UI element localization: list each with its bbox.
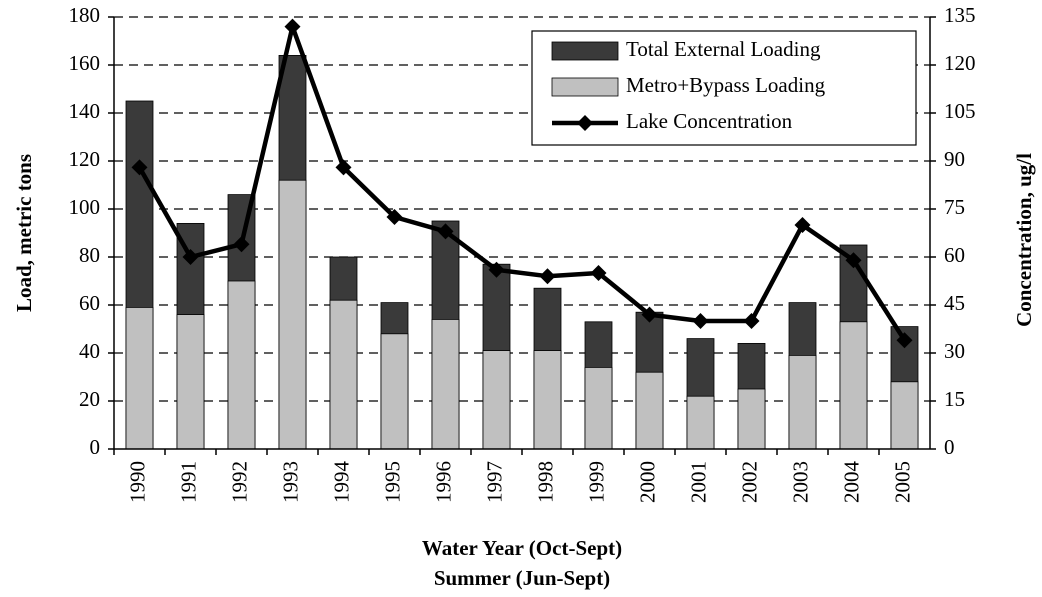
x-tick-label: 2000 <box>635 461 659 503</box>
x-tick-label: 1993 <box>278 461 302 503</box>
point <box>539 268 556 285</box>
y-tick-label: 0 <box>90 435 101 459</box>
x-tick-label: 1999 <box>584 461 608 503</box>
y-tick-label: 60 <box>79 291 100 315</box>
point <box>743 313 760 329</box>
bar <box>584 366 613 450</box>
y-tick-label: 120 <box>69 147 101 171</box>
point <box>641 306 658 323</box>
y2-tick-label: 75 <box>944 195 965 219</box>
x-tick-label: 1995 <box>380 461 404 503</box>
y-tick-label: 80 <box>79 243 100 267</box>
bar <box>176 314 205 450</box>
point <box>386 209 403 225</box>
bar <box>635 371 664 450</box>
legend-label: Lake Concentration <box>626 109 793 133</box>
x-tick-label: 2005 <box>890 461 914 503</box>
x-tick-label: 2001 <box>686 461 710 503</box>
bar <box>482 350 511 450</box>
point <box>335 159 352 176</box>
x-tick-label: 1991 <box>176 461 200 503</box>
x-tick-label: 2002 <box>737 461 761 503</box>
y2-tick-label: 45 <box>944 291 965 315</box>
legend-label: Metro+Bypass Loading <box>626 73 826 97</box>
y2-tick-label: 105 <box>944 99 976 123</box>
y2-tick-label: 90 <box>944 147 965 171</box>
bar <box>686 395 715 450</box>
x-axis-title: Summer (Jun-Sept) <box>434 566 610 590</box>
bar <box>227 280 256 450</box>
bar <box>839 321 868 450</box>
legend-swatch <box>551 41 619 61</box>
y-tick-label: 20 <box>79 387 100 411</box>
point <box>488 261 505 278</box>
x-tick-label: 1992 <box>227 461 251 503</box>
y2-axis-title: Concentration, ug/l <box>1012 153 1036 327</box>
line <box>137 24 907 342</box>
legend-label: Total External Loading <box>626 37 821 61</box>
point <box>794 217 811 233</box>
x-tick-label: 1990 <box>125 461 149 503</box>
y-tick-label: 180 <box>69 3 101 27</box>
y2-tick-label: 135 <box>944 3 976 27</box>
bar <box>431 318 460 450</box>
point <box>131 159 148 176</box>
bar <box>329 299 358 450</box>
x-tick-label: 1996 <box>431 461 455 503</box>
point <box>896 332 913 349</box>
x-tick-label: 1998 <box>533 461 557 503</box>
legend-swatch <box>577 115 593 131</box>
point <box>284 18 301 35</box>
x-tick-label: 1994 <box>329 461 353 504</box>
bar <box>890 381 919 450</box>
x-axis-title: Water Year (Oct-Sept) <box>422 536 622 560</box>
point <box>437 223 454 240</box>
y2-tick-label: 30 <box>944 339 965 363</box>
point <box>845 252 862 269</box>
y-tick-label: 40 <box>79 339 100 363</box>
point <box>182 249 199 265</box>
point <box>692 313 709 329</box>
bar <box>125 306 154 450</box>
x-tick-label: 2003 <box>788 461 812 503</box>
y2-tick-label: 15 <box>944 387 965 411</box>
point <box>233 236 250 253</box>
legend-swatch <box>551 77 619 97</box>
y-tick-label: 140 <box>69 99 101 123</box>
y-tick-label: 160 <box>69 51 101 75</box>
point <box>590 265 607 281</box>
bar <box>788 354 817 450</box>
x-tick-label: 2004 <box>839 461 863 504</box>
bar <box>737 388 766 450</box>
y2-tick-label: 0 <box>944 435 955 459</box>
bar <box>380 333 409 450</box>
y-axis-title: Load, metric tons <box>12 154 36 312</box>
y2-tick-label: 60 <box>944 243 965 267</box>
bar <box>533 350 562 450</box>
y-tick-label: 100 <box>69 195 101 219</box>
bar <box>278 179 307 450</box>
y2-tick-label: 120 <box>944 51 976 75</box>
x-tick-label: 1997 <box>482 461 506 503</box>
